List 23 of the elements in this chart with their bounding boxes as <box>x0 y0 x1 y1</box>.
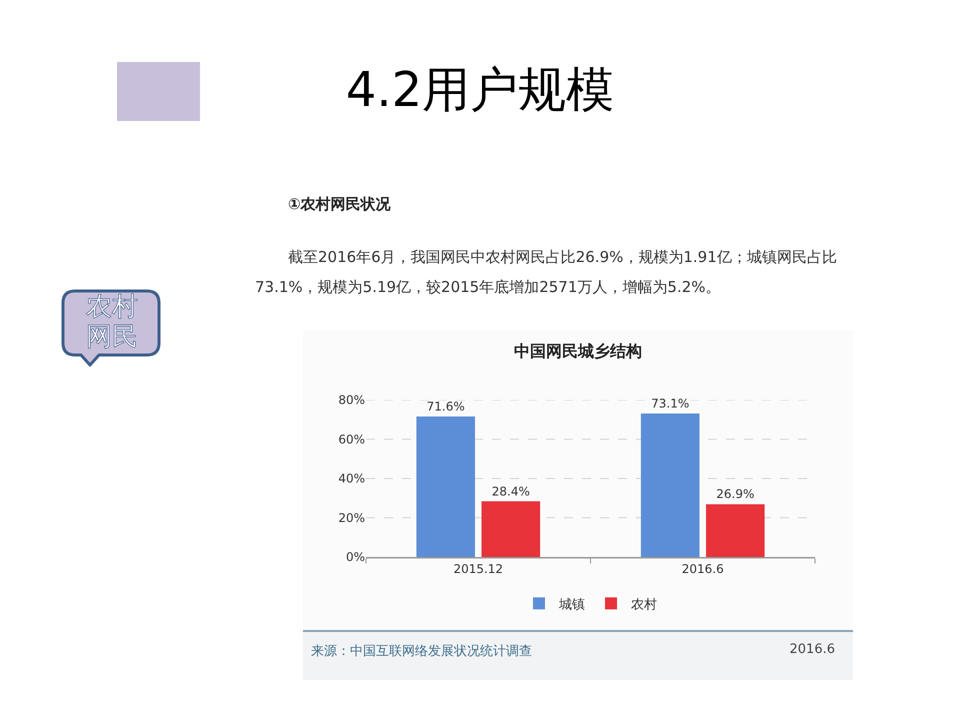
y-tick-label: 20% <box>338 510 365 525</box>
data-label: 28.4% <box>492 484 530 498</box>
y-tick-label: 40% <box>338 472 365 486</box>
x-tick-label: 2015.12 <box>453 562 504 576</box>
chart-title: 中国网民城乡结构 <box>514 342 642 361</box>
legend-label: 农村 <box>631 597 657 612</box>
data-label: 73.1% <box>651 396 690 411</box>
text: ①农村网民状况 <box>288 195 391 214</box>
data-label: 26.9% <box>716 487 754 502</box>
bar <box>482 501 540 557</box>
bar <box>416 416 475 557</box>
text: 2016.6 <box>790 642 835 657</box>
legend-label: 城镇 <box>558 597 585 612</box>
data-label: 71.6% <box>426 399 465 414</box>
text: 4.2用户规模 <box>344 61 616 120</box>
text: 农村网民 <box>85 292 139 352</box>
bar <box>706 504 765 557</box>
text: 截至2016年6月，我国网民中农村网民占比26.9%，规模为1.91亿；城镇网民占比73.1%，规模为5.19亿，较2015年底增加2571万人，增幅为5.2%。 <box>255 247 838 298</box>
source-note: 来源：中国互联网络发展状况统计调查 <box>311 643 532 660</box>
y-tick-label: 0% <box>346 550 365 564</box>
bar <box>640 414 700 557</box>
y-tick-label: 80% <box>338 393 365 408</box>
y-tick-label: 60% <box>338 432 365 446</box>
